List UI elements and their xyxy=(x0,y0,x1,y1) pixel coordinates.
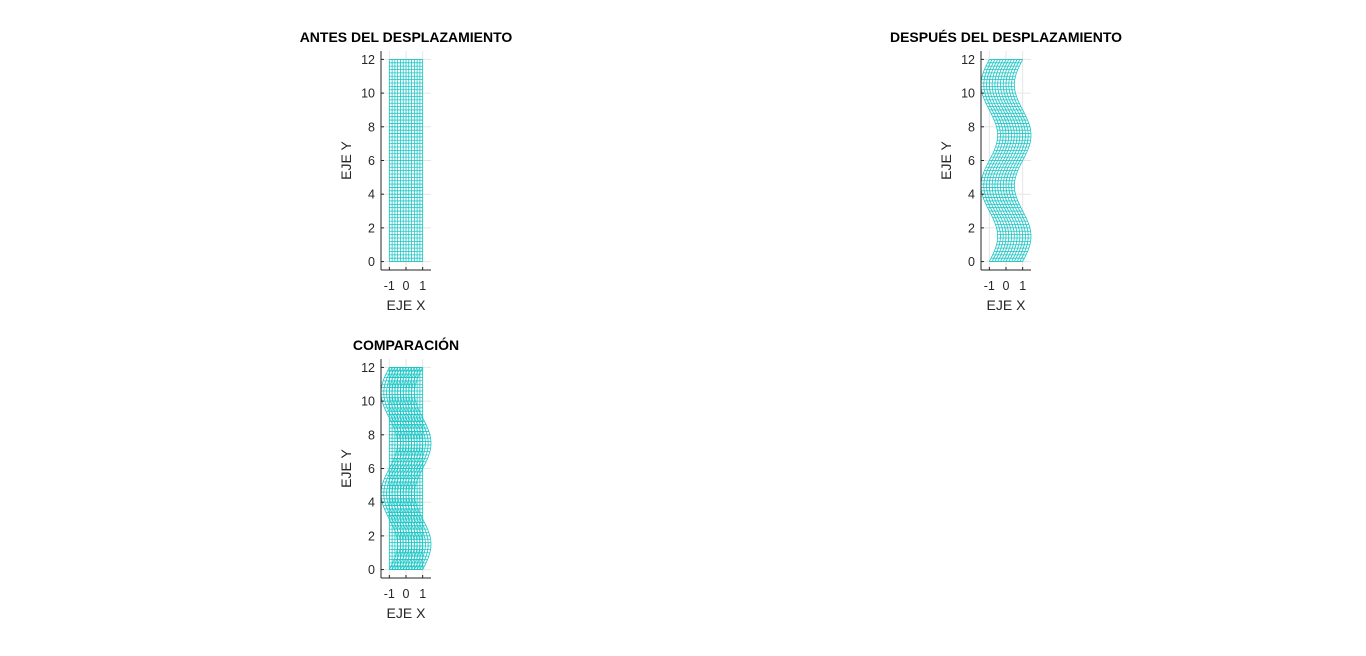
y-axis-label: EJE Y xyxy=(338,141,354,180)
y-tick-label: 2 xyxy=(368,529,375,543)
y-tick-label: 2 xyxy=(968,221,975,235)
y-axis-label: EJE Y xyxy=(338,449,354,488)
y-tick-label: 0 xyxy=(968,255,975,269)
x-tick-label: 0 xyxy=(1003,279,1010,293)
y-tick-label: 6 xyxy=(368,154,375,168)
mesh-displaced xyxy=(380,367,432,570)
y-tick-label: 6 xyxy=(368,462,375,476)
x-tick-label: -1 xyxy=(984,279,995,293)
mesh-original xyxy=(388,59,424,262)
x-axis-label: EJE X xyxy=(387,605,427,621)
y-tick-label: 4 xyxy=(968,188,975,202)
y-tick-label: 4 xyxy=(368,496,375,510)
y-tick-label: 10 xyxy=(361,395,375,409)
y-tick-label: 10 xyxy=(361,87,375,101)
y-axis-label: EJE Y xyxy=(938,141,954,180)
subplot-title: ANTES DEL DESPLAZAMIENTO xyxy=(300,29,513,45)
y-tick-label: 0 xyxy=(368,255,375,269)
y-tick-label: 6 xyxy=(968,154,975,168)
y-tick-label: 0 xyxy=(368,563,375,577)
x-tick-label: -1 xyxy=(384,587,395,601)
y-tick-label: 12 xyxy=(961,53,975,67)
y-tick-label: 12 xyxy=(361,361,375,375)
y-tick-label: 10 xyxy=(961,87,975,101)
y-tick-label: 8 xyxy=(368,120,375,134)
x-tick-label: 0 xyxy=(403,279,410,293)
x-tick-label: 1 xyxy=(1019,279,1026,293)
x-tick-label: 1 xyxy=(419,279,426,293)
x-axis-label: EJE X xyxy=(387,297,427,313)
x-axis-label: EJE X xyxy=(987,297,1027,313)
subplot-title: COMPARACIÓN xyxy=(353,336,459,353)
y-tick-label: 2 xyxy=(368,221,375,235)
x-tick-label: 0 xyxy=(403,587,410,601)
y-tick-label: 4 xyxy=(368,188,375,202)
subplot-title: DESPUÉS DEL DESPLAZAMIENTO xyxy=(890,29,1122,45)
y-tick-label: 8 xyxy=(968,120,975,134)
y-tick-label: 12 xyxy=(361,53,375,67)
y-tick-label: 8 xyxy=(368,428,375,442)
x-tick-label: -1 xyxy=(384,279,395,293)
x-tick-label: 1 xyxy=(419,587,426,601)
mesh-displaced xyxy=(980,59,1032,262)
